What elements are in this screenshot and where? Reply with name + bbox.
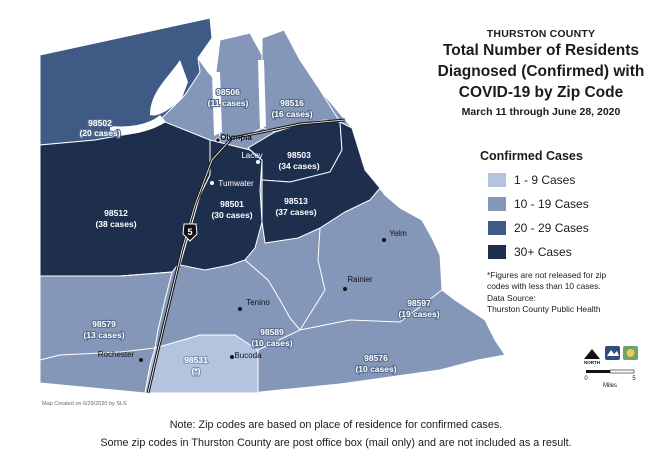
zip-label-98506: 98506 xyxy=(216,87,240,97)
legend-swatch xyxy=(488,245,506,259)
zip-cases-98576: (10 cases) xyxy=(355,364,396,374)
interstate-shield: 5 xyxy=(182,223,198,242)
zip-cases-98579: (13 cases) xyxy=(83,330,124,340)
city-label-rainier: Rainier xyxy=(347,275,373,284)
map-title: THURSTON COUNTY Total Number of Resident… xyxy=(410,28,672,118)
city-label-tumwater: Tumwater xyxy=(218,179,254,188)
zip-label-98501: 98501 xyxy=(220,199,244,209)
data-notes: *Figures are not released for zip codes … xyxy=(487,270,657,315)
zip-label-98502: 98502 xyxy=(88,118,112,128)
agency-logo-icon xyxy=(605,346,638,360)
note-line: Data Source: xyxy=(487,292,536,303)
scale-bar: 0 5 Miles xyxy=(584,369,636,389)
zip-label-98589: 98589 xyxy=(260,327,284,337)
city-label-bucoda: Bucoda xyxy=(234,351,262,360)
title-line-1: Total Number of Residents xyxy=(442,42,640,59)
legend-label: 1 - 9 Cases xyxy=(514,173,576,187)
legend-label: 10 - 19 Cases xyxy=(514,197,589,211)
zip-cases-98506: (11 cases) xyxy=(208,98,249,108)
legend-item: 20 - 29 Cases xyxy=(488,216,589,240)
zip-boundaries xyxy=(39,227,443,393)
zip-label-98513: 98513 xyxy=(284,196,308,206)
title-line-2: Diagnosed (Confirmed) with xyxy=(437,63,645,80)
svg-text:Miles: Miles xyxy=(603,383,617,389)
city-points xyxy=(139,137,386,362)
note-line: codes with less than 10 cases. xyxy=(487,281,601,292)
svg-text:NORTH: NORTH xyxy=(584,360,600,365)
legend-label: 20 - 29 Cases xyxy=(514,221,589,235)
north-arrow-icon: NORTH xyxy=(584,349,600,365)
legend-item: 10 - 19 Cases xyxy=(488,192,589,216)
city-label-olympia: Olympia xyxy=(220,133,252,142)
zip-cases-98501: (30 cases) xyxy=(211,210,252,220)
legend-swatch xyxy=(488,197,506,211)
zip-label-98579: 98579 xyxy=(92,319,116,329)
puget-sound-inlets xyxy=(110,60,266,136)
zip-cases-98513: (37 cases) xyxy=(275,207,316,217)
svg-text:5: 5 xyxy=(632,376,636,382)
zip-cases-98503: (34 cases) xyxy=(278,161,319,171)
date-range: March 11 through June 28, 2020 xyxy=(461,106,621,118)
svg-text:5: 5 xyxy=(187,227,192,237)
title-line-3: COVID-19 by Zip Code xyxy=(458,84,624,101)
legend-swatch xyxy=(488,221,506,235)
note-line: Thurston County Public Health xyxy=(487,303,601,314)
city-label-rochester: Rochester xyxy=(98,350,135,359)
footer-line-2: Some zip codes in Thurston County are po… xyxy=(100,437,572,449)
legend-swatch xyxy=(488,173,506,187)
zip-label-98576: 98576 xyxy=(364,353,388,363)
zip-label-98516: 98516 xyxy=(280,98,304,108)
legend: Confirmed Cases 1 - 9 Cases 10 - 19 Case… xyxy=(480,149,589,264)
zip-cases-98502: (20 cases) xyxy=(79,128,120,138)
legend-item: 1 - 9 Cases xyxy=(488,168,589,192)
city-label-tenino: Tenino xyxy=(246,298,270,307)
zip-area-98513 xyxy=(261,121,381,244)
zip-label-98512: 98512 xyxy=(104,208,128,218)
note-line: *Figures are not released for zip xyxy=(487,270,607,280)
legend-title: Confirmed Cases xyxy=(480,149,583,163)
city-label-yelm: Yelm xyxy=(389,229,407,238)
city-label-lacey: Lacey xyxy=(241,151,262,160)
footer-note: Note: Zip codes are based on place of re… xyxy=(0,416,672,452)
zip-cases-98531: (*) xyxy=(192,366,201,376)
zip-label-98531: 98531 xyxy=(184,355,208,365)
map-credit: Map Created on 6/29/2020 by SLS xyxy=(42,401,127,407)
zip-cases-98589: (10 cases) xyxy=(251,338,292,348)
zip-cases-98516: (16 cases) xyxy=(271,109,312,119)
legend-item: 30+ Cases xyxy=(488,240,589,264)
zip-cases-98512: (38 cases) xyxy=(95,219,136,229)
county-name: THURSTON COUNTY xyxy=(486,28,596,40)
svg-text:0: 0 xyxy=(584,376,588,382)
interstate-route-center xyxy=(147,119,346,394)
legend-label: 30+ Cases xyxy=(514,245,572,259)
zip-label-98597: 98597 xyxy=(407,298,431,308)
zip-cases-98597: (19 cases) xyxy=(398,309,439,319)
footer-line-1: Note: Zip codes are based on place of re… xyxy=(169,419,503,431)
zip-label-98503: 98503 xyxy=(287,150,311,160)
